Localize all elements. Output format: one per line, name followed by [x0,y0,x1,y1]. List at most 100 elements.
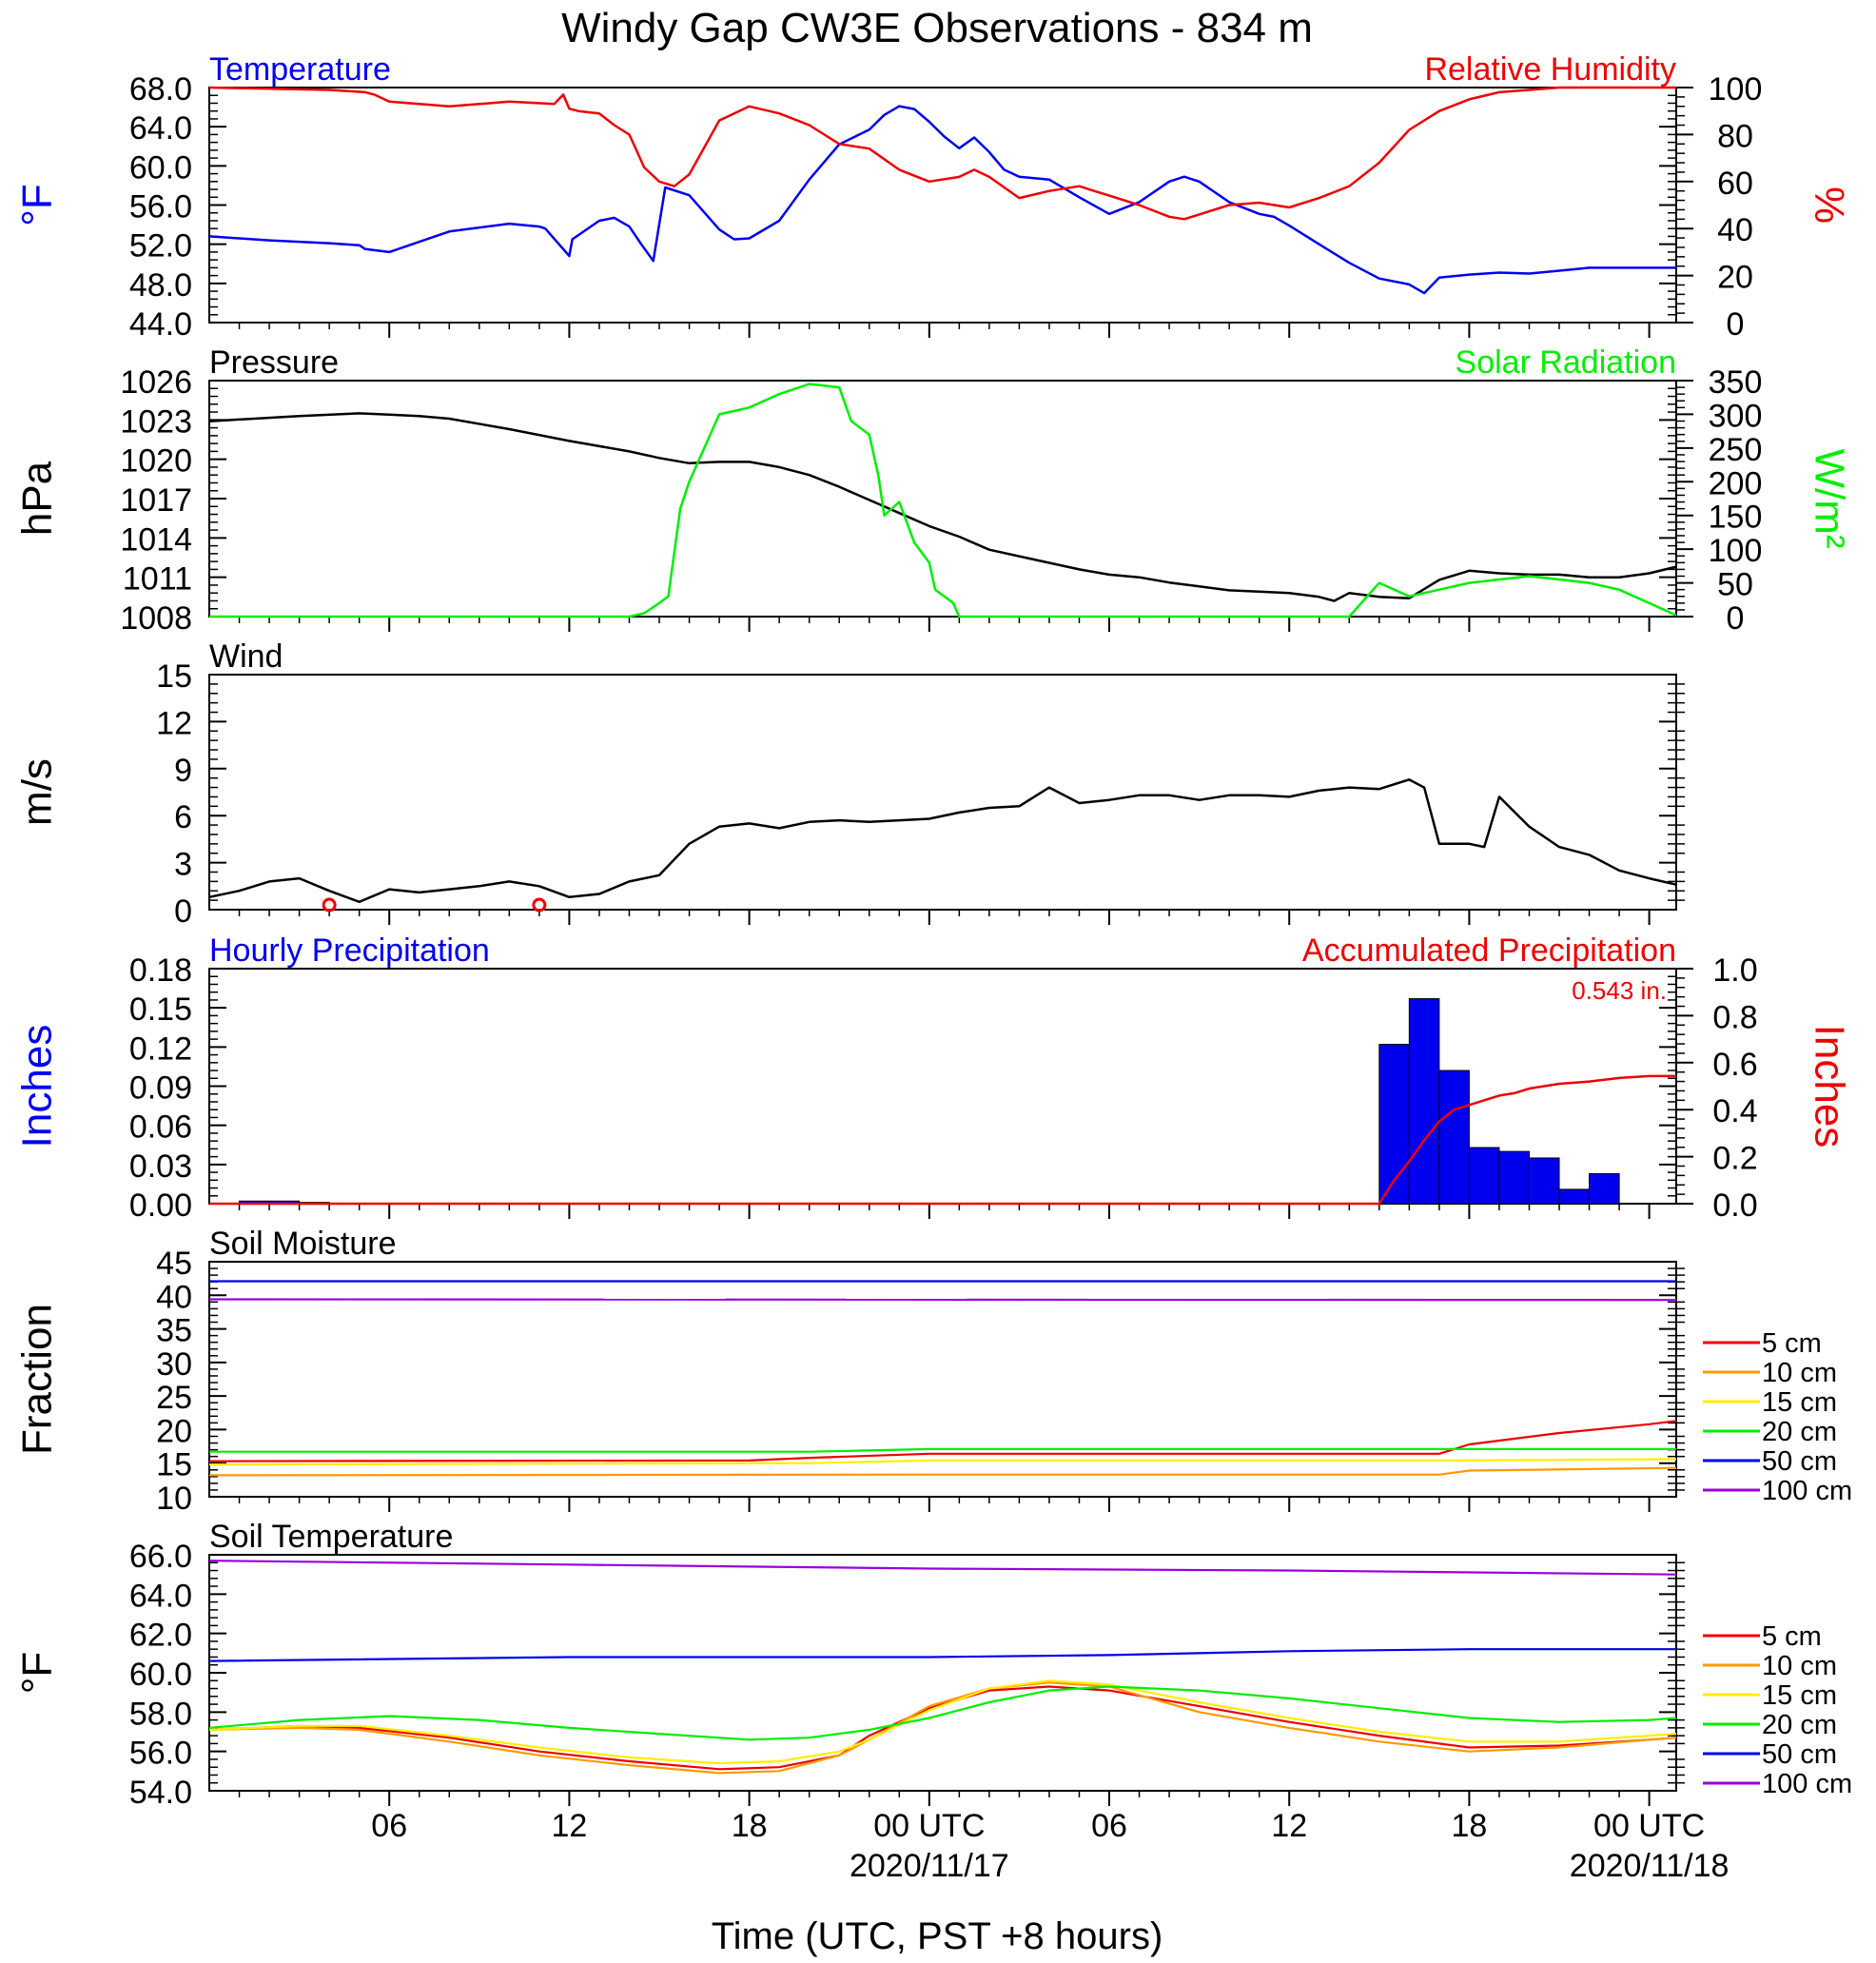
y-tick-label-left: 1023 [120,403,192,440]
y-tick-label-left: 0 [174,893,192,930]
legend-label: 20 cm [1762,1710,1837,1740]
panel-title-left: Temperature [209,51,391,88]
y-axis-title-left: °F [14,1652,61,1694]
precip-bar [1498,1150,1530,1205]
chart-title: Windy Gap CW3E Observations - 834 m [561,5,1313,51]
x-tick-label: 18 [732,1808,768,1844]
y-tick-label-right: 0.0 [1712,1188,1757,1224]
y-tick-label-left: 0.06 [129,1109,192,1146]
y-tick-label-left: 44.0 [129,306,192,343]
y-axis-title-left: m/s [14,758,61,826]
panel-title-left: Wind [209,638,283,675]
y-tick-label-left: 66.0 [129,1539,192,1575]
accumulated-precip-line [209,1074,1676,1206]
precip-bar [1468,1147,1500,1205]
x-tick-label: 06 [1091,1808,1127,1844]
y-tick-label-right: 0.2 [1712,1141,1757,1177]
y-tick-label-left: 3 [174,847,192,883]
y-tick-label-left: 68.0 [129,71,192,108]
precip-bar [1438,1070,1470,1205]
legend-label: 15 cm [1762,1387,1837,1418]
y-tick-label-right: 60 [1717,166,1753,202]
panel-title-right: Relative Humidity [1424,51,1676,88]
y-axis-title-left: °F [14,184,61,226]
legend-label: 100 cm [1762,1476,1852,1506]
y-tick-label-left: 0.09 [129,1070,192,1107]
y-tick-label-left: 6 [174,799,192,835]
series-line-100-cm [208,1560,1677,1576]
series-line-20-cm [208,1685,1677,1741]
panel-frame-4 [208,1261,1677,1498]
x-axis-title: Time (UTC, PST +8 hours) [712,1915,1163,1957]
y-axis-title-right: % [1806,186,1852,224]
y-tick-label-left: 30 [156,1346,192,1383]
x-date-label: 2020/11/18 [1570,1848,1729,1884]
legend-label: 10 cm [1762,1358,1837,1388]
calm-wind-marker [532,897,547,913]
x-tick-label: 06 [371,1808,407,1844]
y-tick-label-left: 0.03 [129,1148,192,1185]
y-tick-label-left: 35 [156,1313,192,1349]
y-tick-label-left: 1008 [120,600,192,637]
y-tick-label-right: 200 [1709,465,1763,501]
x-tick-label: 18 [1452,1808,1488,1844]
y-tick-label-left: 52.0 [129,228,192,265]
series-line-10-cm [208,1466,1677,1477]
series-line-15-cm [208,1458,1677,1466]
y-tick-label-right: 300 [1709,398,1763,434]
series-line-5-cm [208,1685,1677,1771]
series-line-temperature [208,105,1676,295]
x-date-label: 2020/11/17 [850,1848,1009,1884]
y-tick-label-right: 1.0 [1712,952,1757,989]
series-line-50-cm [208,1648,1676,1662]
y-tick-label-left: 1017 [120,482,192,519]
y-tick-label-left: 40 [156,1279,192,1315]
precip-bar [1378,1044,1410,1205]
y-tick-label-right: 80 [1717,118,1753,154]
legend-label: 5 cm [1762,1621,1822,1652]
y-tick-label-right: 100 [1709,533,1763,569]
x-tick-label: 00 UTC [1593,1808,1705,1844]
panel-title-right: Accumulated Precipitation [1302,932,1676,969]
y-tick-label-left: 15 [156,658,192,695]
y-tick-label-right: 100 [1709,71,1763,108]
legend-label: 50 cm [1762,1739,1837,1770]
y-tick-label-left: 12 [156,705,192,741]
legend-label: 5 cm [1762,1328,1822,1359]
y-tick-label-left: 1026 [120,364,192,401]
y-tick-label-right: 150 [1709,500,1763,536]
y-tick-label-left: 10 [156,1481,192,1517]
panel-frame-0 [208,87,1677,324]
y-axis-title-left: Fraction [14,1304,61,1455]
series-line-pressure [208,412,1677,602]
panel-title-left: Pressure [209,344,339,381]
y-tick-label-left: 0.12 [129,1031,192,1067]
y-tick-label-left: 62.0 [129,1618,192,1654]
series-line-20-cm [209,1447,1676,1453]
y-tick-label-right: 250 [1709,432,1763,468]
precip-bar [1589,1172,1620,1205]
x-tick-label: 12 [1271,1808,1307,1844]
series-line-100-cm [208,1298,1677,1302]
y-tick-label-right: 20 [1717,260,1753,296]
accumulated-total-label: 0.543 in. [1572,976,1667,1005]
legend-label: 15 cm [1762,1680,1837,1711]
panel-title-right: Solar Radiation [1456,344,1676,381]
y-tick-label-right: 50 [1717,567,1753,603]
y-tick-label-right: 0.4 [1712,1093,1757,1129]
panel-title-left: Soil Moisture [209,1226,397,1262]
y-tick-label-left: 1020 [120,443,192,480]
y-tick-label-left: 56.0 [129,189,192,226]
y-axis-title-left: hPa [14,461,61,536]
y-axis-title-right: W/m² [1806,448,1852,548]
legend-label: 50 cm [1762,1446,1837,1477]
y-tick-label-left: 60.0 [129,1657,192,1693]
y-tick-label-left: 20 [156,1413,192,1449]
y-tick-label-right: 0.6 [1712,1047,1757,1083]
y-tick-label-left: 15 [156,1447,192,1483]
precip-bar [1408,998,1440,1205]
panel-title-left: Hourly Precipitation [209,932,490,969]
x-tick-label: 00 UTC [873,1808,985,1844]
x-tick-label: 12 [551,1808,587,1844]
